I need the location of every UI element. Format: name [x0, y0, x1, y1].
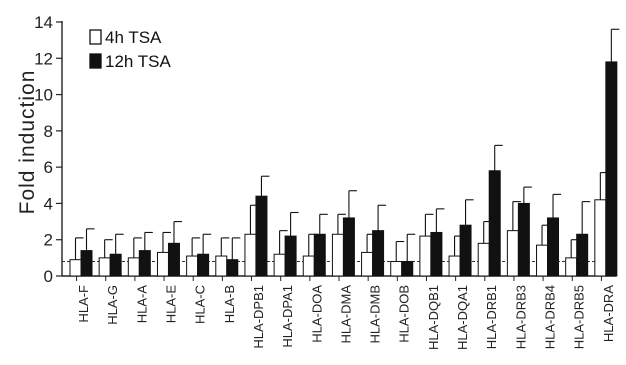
bar-4h	[390, 260, 403, 277]
bar-12h	[80, 250, 93, 277]
category-label: HLA-G	[105, 285, 120, 325]
category-label: HLA-DOA	[309, 285, 324, 343]
category-label: HLA-DQA1	[455, 285, 470, 350]
y-tick-label: 6	[44, 158, 53, 177]
legend-12h-label: 12h TSA	[105, 52, 172, 71]
category-label: HLA-DRB4	[543, 285, 558, 349]
category-label: HLA-DMA	[338, 285, 353, 344]
y-axis-label: Fold induction	[16, 70, 39, 215]
bar-4h	[419, 235, 432, 277]
category-label: HLA-F	[76, 285, 91, 323]
category-label: HLA-DQB1	[426, 285, 441, 350]
y-tick-label: 4	[44, 194, 53, 213]
bar-12h	[401, 260, 414, 277]
category-label: HLA-DOB	[397, 285, 412, 343]
bar-12h	[342, 217, 355, 277]
y-tick-label: 14	[34, 13, 53, 32]
category-label: HLA-DMB	[368, 285, 383, 344]
bar-4h	[186, 255, 199, 277]
bar-12h	[547, 217, 560, 277]
bar-12h	[284, 235, 297, 277]
category-label: HLA-B	[222, 285, 237, 323]
y-tick-label: 0	[44, 267, 53, 286]
category-label: HLA-DPB1	[251, 285, 266, 349]
y-tick-label: 2	[44, 231, 53, 250]
bar-12h	[138, 250, 151, 277]
bar-12h	[313, 233, 326, 277]
bar-12h	[488, 170, 501, 277]
bar-4h	[331, 233, 344, 277]
bar-12h	[226, 259, 239, 277]
bar-12h	[167, 242, 180, 277]
bar-12h	[517, 202, 530, 277]
y-tick-label: 10	[34, 86, 53, 105]
bar-12h	[197, 253, 210, 277]
bar-4h	[361, 251, 374, 277]
bar-4h	[594, 199, 607, 277]
category-label: HLA-A	[134, 285, 149, 324]
bar-12h	[255, 195, 268, 277]
bar-4h	[448, 255, 461, 277]
bar-4h	[477, 242, 490, 277]
bar-4h	[156, 251, 169, 277]
bar-4h	[273, 253, 286, 277]
bar-4h	[536, 244, 549, 277]
bar-12h	[109, 253, 122, 277]
y-tick-label: 12	[34, 49, 53, 68]
bar-4h	[69, 259, 82, 277]
category-label: HLA-DRB3	[513, 285, 528, 349]
category-label: HLA-DRB1	[484, 285, 499, 349]
category-label: HLA-DRB5	[572, 285, 587, 349]
bar-4h	[565, 257, 578, 277]
legend-12h-swatch	[89, 53, 102, 69]
y-tick-label: 8	[44, 122, 53, 141]
bar-12h	[372, 230, 385, 277]
bar-12h	[605, 61, 618, 277]
category-label: HLA-E	[163, 285, 178, 324]
category-label: HLA-C	[193, 285, 208, 324]
legend-4h-swatch	[89, 29, 102, 45]
category-label: HLA-DPA1	[280, 285, 295, 348]
bar-12h	[576, 233, 589, 277]
bar-12h	[459, 224, 472, 277]
legend-4h-label: 4h TSA	[105, 28, 162, 47]
bar-12h	[430, 231, 443, 277]
legend: 4h TSA 12h TSA	[89, 28, 172, 71]
bar-4h	[244, 233, 257, 277]
bar-4h	[127, 257, 140, 277]
bar-4h	[302, 255, 315, 277]
bar-4h	[506, 230, 519, 277]
bar-4h	[98, 257, 111, 277]
bar-4h	[215, 255, 228, 277]
category-label: HLA-DRA	[601, 285, 616, 342]
plot-area: 0 2 4 6 8 10 12 14 HLA-F HLA-G HLA-A HLA-E HLA-C HLA-…	[34, 13, 620, 350]
